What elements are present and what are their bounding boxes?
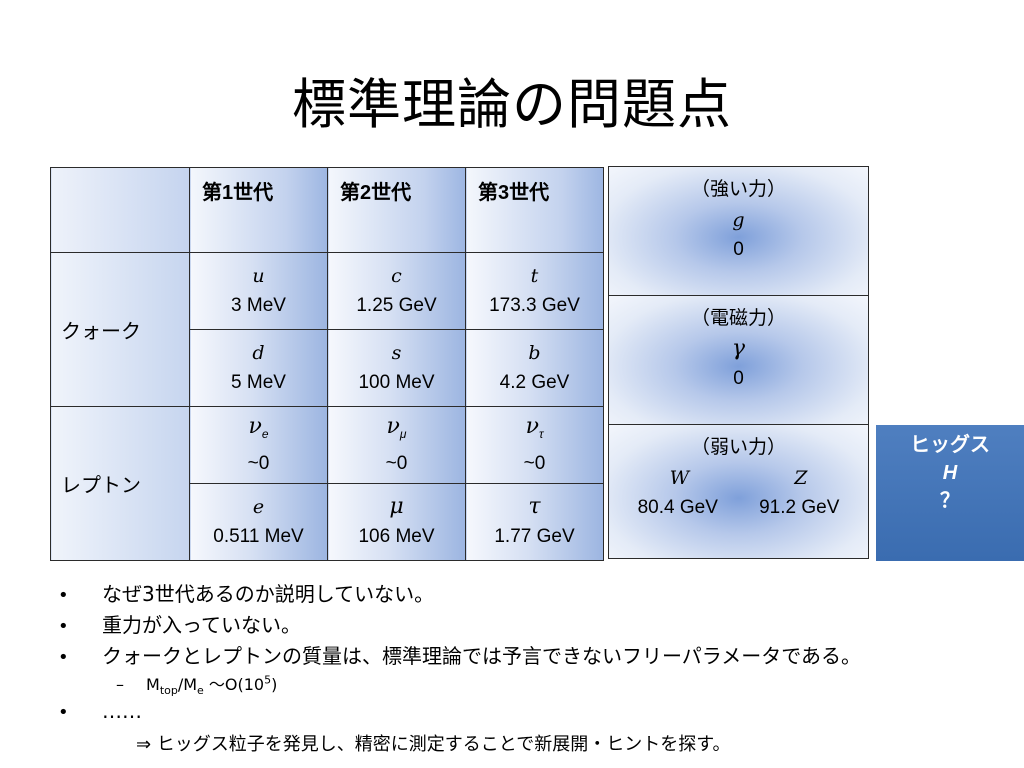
- sub-bullet-marker: –: [116, 675, 124, 694]
- particle-cell: e 0.511 MeV: [189, 483, 328, 561]
- bullet-text: なぜ3世代あるのか説明していない。: [102, 582, 435, 606]
- particle-symbol: c: [391, 265, 402, 287]
- force-panel: （強い力） g 0 （電磁力） γ 0 （弱い力） W Z 80.4 GeV 9…: [608, 166, 869, 559]
- particle-mass: ~0: [247, 452, 270, 474]
- particle-symbol: u: [252, 265, 265, 287]
- table-row: レプトン νe ~0 νμ ~0 ντ ~0: [50, 406, 604, 561]
- list-item: • クォークとレプトンの質量は、標準理論では予言できないフリーパラメータである。: [58, 640, 861, 671]
- bullet-list: • なぜ3世代あるのか説明していない。 • 重力が入っていない。 • クォークと…: [58, 578, 861, 758]
- force-label: （強い力）: [690, 179, 786, 200]
- particle-symbol: s: [391, 342, 402, 364]
- particle-cell: ντ ~0: [465, 406, 604, 484]
- bullet-text: ……: [102, 699, 142, 723]
- particle-symbol: μ: [389, 494, 404, 519]
- generation-1-header: 第1世代: [189, 167, 328, 253]
- bullet-text: 重力が入っていない。: [102, 613, 301, 637]
- table-row: e 0.511 MeV μ 106 MeV τ 1.77 GeV: [51, 483, 604, 561]
- bullet-marker: •: [58, 585, 69, 606]
- page-title: 標準理論の問題点: [292, 73, 732, 136]
- particle-symbol: t: [530, 265, 539, 287]
- particle-mass: 106 MeV: [358, 526, 435, 547]
- particle-symbol: e: [252, 496, 265, 518]
- particle-mass: ~0: [385, 452, 408, 474]
- particle-subscript: e: [261, 426, 269, 441]
- bullet-text: クォークとレプトンの質量は、標準理論では予言できないフリーパラメータである。: [102, 644, 861, 668]
- higgs-box: ヒッグス H ？: [876, 425, 1024, 561]
- particle-cell: u 3 MeV: [189, 252, 328, 330]
- boson-mass: 0: [733, 239, 744, 260]
- particle-symbol: νμ: [386, 413, 407, 441]
- table-row: d 5 MeV s 100 MeV b 4.2 GeV: [51, 329, 604, 407]
- particle-cell: s 100 MeV: [327, 329, 466, 407]
- particle-subscript: μ: [399, 426, 407, 441]
- particle-mass: 4.2 GeV: [499, 372, 570, 393]
- boson-symbol: g: [732, 209, 745, 231]
- boson-symbol: Z: [794, 467, 808, 489]
- particle-mass: 0.511 MeV: [213, 526, 304, 547]
- lepton-row-label: レプトン: [50, 406, 190, 561]
- higgs-mass: ？: [940, 490, 960, 512]
- bullet-marker: •: [58, 616, 69, 637]
- table-corner: [50, 167, 190, 253]
- particle-mass: 1.77 GeV: [494, 526, 575, 547]
- particle-mass: 1.25 GeV: [356, 295, 437, 316]
- boson-symbol: W: [669, 467, 690, 489]
- higgs-symbol: H: [942, 462, 958, 484]
- sub-list-item: – Mtop/Me ～O(105): [58, 671, 861, 699]
- particle-mass: 173.3 GeV: [489, 295, 580, 316]
- particle-table: 第1世代 第2世代 第3世代 クォーク u 3 MeV c 1.25 GeV t…: [50, 167, 604, 561]
- table-row: クォーク u 3 MeV c 1.25 GeV t 173.3 GeV: [50, 252, 604, 407]
- bullet-marker: •: [58, 647, 69, 668]
- generation-3-header: 第3世代: [465, 167, 604, 253]
- particle-cell: c 1.25 GeV: [327, 252, 466, 330]
- force-label: （電磁力）: [690, 308, 786, 329]
- boson-mass: 0: [733, 368, 744, 389]
- particle-symbol: τ: [528, 494, 541, 519]
- bullet-marker: •: [58, 702, 69, 723]
- strong-force-box: （強い力） g 0: [609, 167, 868, 296]
- particle-symbol: b: [528, 342, 541, 364]
- boson-mass: 80.4 GeV: [637, 497, 718, 518]
- em-force-box: （電磁力） γ 0: [609, 296, 868, 425]
- particle-symbol: ντ: [525, 413, 544, 441]
- boson-symbol: γ: [731, 336, 746, 361]
- particle-cell: νe ~0: [189, 406, 328, 484]
- generation-2-header: 第2世代: [327, 167, 466, 253]
- particle-cell: t 173.3 GeV: [465, 252, 604, 330]
- particle-subscript: τ: [538, 426, 544, 441]
- force-label: （弱い力）: [690, 437, 786, 458]
- list-item: • 重力が入っていない。: [58, 609, 861, 640]
- particle-cell: νμ ~0: [327, 406, 466, 484]
- particle-symbol: νe: [248, 413, 269, 441]
- particle-cell: μ 106 MeV: [327, 483, 466, 561]
- particle-cell: d 5 MeV: [189, 329, 328, 407]
- table-header-row: 第1世代 第2世代 第3世代: [50, 167, 604, 253]
- quark-row-label: クォーク: [50, 252, 190, 407]
- particle-symbol: d: [252, 342, 265, 364]
- particle-cell: b 4.2 GeV: [465, 329, 604, 407]
- particle-cell: τ 1.77 GeV: [465, 483, 604, 561]
- weak-force-box: （弱い力） W Z 80.4 GeV 91.2 GeV: [609, 425, 868, 558]
- list-item: • ……: [58, 699, 861, 730]
- particle-mass: ~0: [523, 452, 546, 474]
- particle-mass: 5 MeV: [231, 372, 286, 393]
- boson-mass: 91.2 GeV: [759, 497, 840, 518]
- implication-text: ⇒ ヒッグス粒子を発見し、精密に測定することで新展開・ヒントを探す。: [136, 734, 731, 755]
- particle-mass: 3 MeV: [231, 295, 286, 316]
- higgs-label: ヒッグス: [910, 434, 990, 456]
- particle-mass: 100 MeV: [358, 372, 435, 393]
- list-item: • なぜ3世代あるのか説明していない。: [58, 578, 861, 609]
- mass-ratio-text: Mtop/Me ～O(105): [146, 673, 278, 698]
